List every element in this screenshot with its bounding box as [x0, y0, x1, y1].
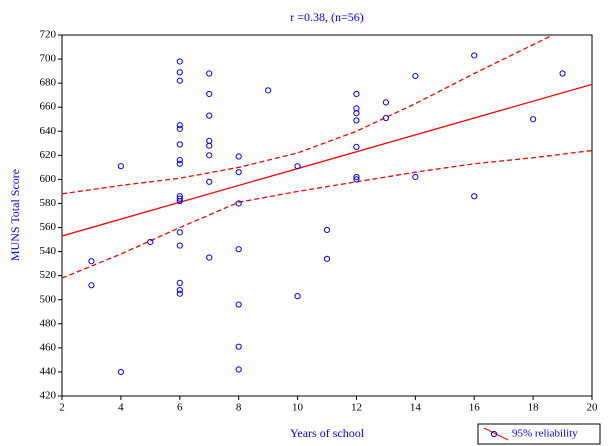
y-tick-label: 440: [40, 365, 57, 377]
y-tick-label: 720: [40, 29, 57, 41]
data-point: [176, 122, 183, 129]
data-point: [530, 116, 537, 123]
y-tick-label: 480: [40, 317, 57, 329]
data-point: [176, 58, 183, 65]
data-point: [88, 282, 95, 289]
x-tick-label: 14: [410, 402, 422, 414]
data-point: [235, 246, 242, 253]
y-tick-label: 620: [40, 149, 57, 161]
y-tick-label: 560: [40, 221, 57, 233]
data-point: [235, 366, 242, 373]
y-tick-label: 420: [40, 390, 57, 402]
data-point: [265, 87, 272, 94]
data-point: [176, 77, 183, 84]
regression-line: [62, 83, 592, 237]
y-tick-label: 460: [40, 341, 57, 353]
data-point: [235, 343, 242, 350]
data-point: [176, 69, 183, 76]
y-tick-label: 520: [40, 269, 57, 281]
data-point: [206, 90, 213, 98]
data-point: [353, 90, 360, 98]
data-point: [206, 70, 213, 77]
data-point: [412, 173, 419, 181]
data-point: [176, 229, 183, 236]
confidence-band-upper: [62, 35, 555, 195]
data-point: [471, 193, 478, 200]
data-point: [176, 195, 183, 202]
y-tick-label: 700: [40, 53, 57, 65]
data-point: [323, 226, 331, 234]
data-point: [117, 163, 124, 170]
y-tick-label: 660: [40, 101, 57, 113]
data-point: [353, 117, 360, 124]
data-point: [176, 197, 183, 205]
data-point: [176, 290, 183, 297]
data-point: [294, 163, 301, 170]
x-axis-label: Years of school: [290, 426, 365, 440]
plot-area: [62, 35, 592, 279]
x-tick-label: 10: [292, 402, 304, 414]
data-point: [88, 258, 95, 265]
data-point: [206, 254, 213, 261]
data-point: [294, 293, 301, 300]
data-point: [206, 112, 213, 119]
y-tick-label: 640: [40, 125, 57, 137]
data-point: [412, 72, 419, 80]
data-point: [176, 125, 183, 132]
y-tick-label: 500: [40, 293, 57, 305]
data-point: [176, 242, 183, 249]
y-axis-label: MUNS Total Score: [8, 169, 22, 261]
legend-box: [477, 423, 601, 445]
data-point: [235, 200, 242, 207]
legend-label: 95% reliability: [512, 428, 578, 440]
data-point: [235, 169, 242, 176]
data-point: [206, 152, 213, 159]
data-point: [176, 141, 183, 148]
legend-line: [483, 427, 509, 441]
y-tick-label: 600: [40, 173, 57, 185]
data-point: [353, 173, 360, 181]
chart-title: r =0.38, (n=56): [290, 10, 364, 24]
data-point: [206, 178, 213, 185]
x-tick-label: 18: [528, 402, 540, 414]
x-tick-label: 12: [351, 402, 362, 414]
data-point: [176, 157, 183, 164]
data-point: [235, 153, 242, 160]
data-point: [353, 176, 360, 183]
y-tick-label: 580: [40, 197, 57, 209]
data-point: [353, 143, 360, 151]
data-point: [176, 279, 183, 286]
data-point: [382, 114, 389, 122]
data-point: [559, 70, 566, 77]
x-tick-label: 6: [177, 402, 183, 414]
data-point: [117, 368, 124, 376]
data-point: [176, 160, 183, 167]
data-point: [353, 110, 360, 117]
plot-frame: [61, 34, 593, 397]
x-tick-label: 8: [236, 402, 242, 414]
y-tick-label: 680: [40, 77, 57, 89]
data-point: [176, 287, 183, 294]
data-point: [382, 99, 389, 106]
x-tick-label: 20: [587, 402, 599, 414]
y-tick-label: 540: [40, 245, 57, 257]
data-point: [235, 301, 242, 308]
data-point: [206, 142, 213, 149]
legend-marker: [490, 430, 498, 438]
data-point: [323, 255, 331, 262]
x-tick-label: 4: [118, 402, 124, 414]
x-tick-label: 2: [59, 402, 65, 414]
legend: 95% reliability: [477, 423, 601, 445]
data-point: [147, 238, 154, 246]
x-tick-label: 16: [469, 402, 481, 414]
confidence-band-lower: [62, 149, 592, 279]
data-point: [471, 52, 478, 59]
